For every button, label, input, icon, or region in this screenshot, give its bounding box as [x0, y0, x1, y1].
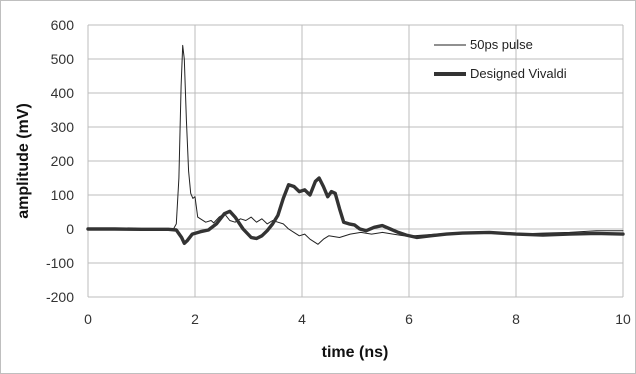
tick-labels: -200 -100 0 100 200 300 400 500 600 0 2 4 6 8 10 [46, 17, 631, 327]
y-tick-label: -100 [46, 255, 74, 271]
y-tick-label: -200 [46, 289, 74, 305]
series-lines [86, 44, 625, 246]
y-tick-label: 100 [51, 187, 75, 203]
series-line-50ps-pulse [87, 44, 624, 245]
legend: 50ps pulse Designed Vivaldi [434, 37, 567, 81]
x-tick-label: 4 [298, 311, 306, 327]
y-tick-label: 500 [51, 51, 75, 67]
y-tick-label: 600 [51, 17, 75, 33]
legend-label-50ps-pulse: 50ps pulse [470, 37, 533, 52]
x-tick-label: 10 [615, 311, 631, 327]
y-tick-label: 400 [51, 85, 75, 101]
x-tick-label: 6 [405, 311, 413, 327]
legend-label-designed-vivaldi: Designed Vivaldi [470, 66, 567, 81]
x-tick-label: 2 [191, 311, 199, 327]
x-tick-label: 0 [84, 311, 92, 327]
x-axis-label: time (ns) [322, 344, 389, 361]
series-line-designed-vivaldi [86, 176, 625, 246]
x-tick-label: 8 [512, 311, 520, 327]
y-tick-label: 0 [66, 221, 74, 237]
y-axis-label: amplitude (mV) [15, 103, 32, 219]
y-tick-label: 200 [51, 153, 75, 169]
y-tick-label: 300 [51, 119, 75, 135]
